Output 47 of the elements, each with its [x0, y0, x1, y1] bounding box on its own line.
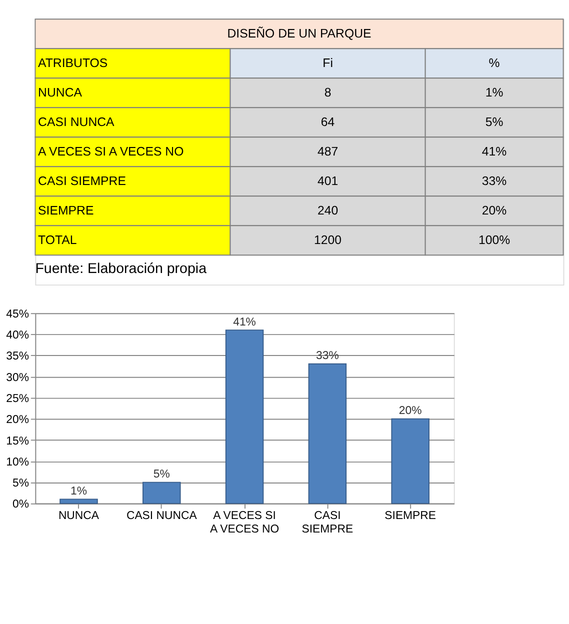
text: % — [488, 56, 500, 70]
y-tick-label: 0% — [12, 498, 30, 511]
y-tick-label: 15% — [6, 435, 30, 448]
text: A VECES SI A VECES NO — [38, 144, 184, 159]
y-tick-label: 35% — [6, 350, 30, 363]
y-tick-label: 5% — [12, 478, 30, 490]
text: 487 — [317, 144, 338, 159]
bar — [60, 498, 98, 504]
bar — [142, 482, 181, 504]
y-tick-label: 30% — [6, 372, 30, 384]
x-tick-label: SIEMPRE — [384, 510, 436, 522]
text: 33% — [482, 174, 507, 188]
text: NUNCA — [38, 86, 83, 100]
text: 8 — [324, 86, 332, 100]
data-label: 20% — [398, 405, 422, 418]
text: CASI SIEMPRE — [38, 174, 126, 188]
text: 1200 — [314, 233, 342, 248]
text: SIEMPRE — [38, 204, 94, 218]
x-tick-label: CASI NUNCA — [126, 510, 198, 522]
text: DISEÑO DE UN PARQUE — [227, 26, 372, 41]
y-tick-label: 40% — [6, 330, 30, 342]
text: 5% — [485, 115, 504, 130]
text: 41% — [482, 144, 507, 159]
text: 64 — [320, 115, 335, 130]
text: 100% — [478, 233, 510, 248]
data-label: 1% — [70, 485, 87, 498]
text: CASI NUNCA — [38, 115, 116, 130]
text: Fi — [322, 56, 333, 70]
y-tick-label: 25% — [6, 392, 30, 405]
text: 1% — [485, 86, 504, 100]
y-tick-label: 10% — [6, 456, 30, 468]
x-tick-label: NUNCA — [58, 510, 100, 522]
text: 240 — [317, 204, 338, 218]
text: TOTAL — [38, 233, 77, 248]
data-label: 41% — [233, 316, 256, 328]
source-note: Fuente: Elaboración propia — [35, 261, 207, 278]
x-tick-label: A VECES SI A VECES NO — [210, 510, 280, 536]
bar — [225, 330, 264, 504]
text: ATRIBUTOS — [38, 56, 108, 70]
bar — [308, 363, 347, 504]
text: 401 — [317, 174, 338, 188]
bar — [391, 418, 430, 504]
data-label: 5% — [153, 468, 170, 481]
x-tick-label: CASI SIEMPRE — [302, 510, 354, 536]
text: 20% — [482, 204, 507, 218]
y-tick-label: 45% — [6, 308, 30, 320]
y-tick-label: 20% — [6, 414, 30, 426]
